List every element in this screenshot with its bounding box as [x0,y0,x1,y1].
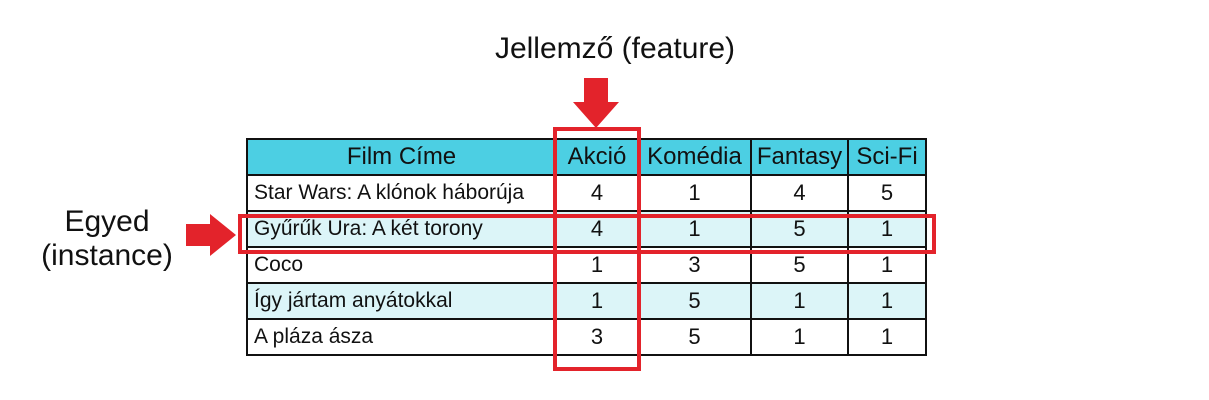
instance-label: Egyed (instance) [22,205,192,273]
rating-cell: 4 [750,174,849,212]
rating-cell: 1 [555,246,639,284]
rating-cell: 5 [750,210,849,248]
column-header-action: Akció [555,138,639,176]
table-row: Gyűrűk Ura: A két torony 4 1 5 1 [246,210,927,248]
movie-title-cell: Star Wars: A klónok háborúja [246,174,557,212]
instance-label-line1: Egyed [64,205,150,238]
rating-cell: 1 [750,282,849,320]
movie-title-cell: Gyűrűk Ura: A két torony [246,210,557,248]
rating-cell: 4 [555,174,639,212]
rating-cell: 5 [637,318,752,356]
rating-cell: 1 [847,282,927,320]
movie-title-cell: A pláza ásza [246,318,557,356]
movie-title-cell: Coco [246,246,557,284]
rating-cell: 5 [637,282,752,320]
rating-cell: 5 [847,174,927,212]
movie-ratings-table: Film Címe Akció Komédia Fantasy Sci-Fi S… [246,138,927,356]
rating-cell: 3 [555,318,639,356]
feature-label: Jellemző (feature) [494,32,736,65]
column-header-comedy: Komédia [637,138,752,176]
arrow-down-icon [573,78,619,128]
column-header-title: Film Címe [246,138,557,176]
arrow-right-icon [186,214,236,256]
rating-cell: 3 [637,246,752,284]
rating-cell: 5 [750,246,849,284]
table-row: Star Wars: A klónok háborúja 4 1 4 5 [246,174,927,212]
table-row: Coco 1 3 5 1 [246,246,927,284]
rating-cell: 1 [847,210,927,248]
rating-cell: 4 [555,210,639,248]
column-header-scifi: Sci-Fi [847,138,927,176]
table-header-row: Film Címe Akció Komédia Fantasy Sci-Fi [246,138,927,176]
rating-cell: 1 [847,318,927,356]
rating-cell: 1 [555,282,639,320]
table-row: Így jártam anyátokkal 1 5 1 1 [246,282,927,320]
instance-label-line2: (instance) [41,239,173,272]
rating-cell: 1 [750,318,849,356]
rating-cell: 1 [637,174,752,212]
column-header-fantasy: Fantasy [750,138,849,176]
movie-title-cell: Így jártam anyátokkal [246,282,557,320]
rating-cell: 1 [637,210,752,248]
table-row: A pláza ásza 3 5 1 1 [246,318,927,356]
rating-cell: 1 [847,246,927,284]
